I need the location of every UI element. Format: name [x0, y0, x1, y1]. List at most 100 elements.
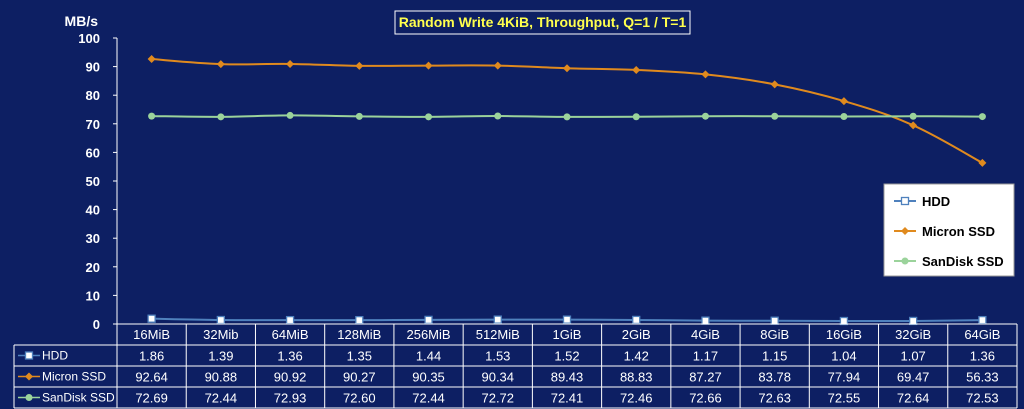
y-tick-label: 90: [86, 60, 100, 75]
x-category-label: 32Mib: [203, 327, 238, 342]
y-tick-label: 60: [86, 145, 100, 160]
legend-key-marker: [901, 257, 909, 265]
row-key-marker: [25, 394, 33, 401]
row-series-name: SanDisk SSD: [42, 391, 115, 405]
y-axis-ticks: 0 10 20 30 40 50 60 70 80 90 100: [78, 31, 117, 332]
table-cell-value: 72.55: [828, 391, 861, 406]
table-cell-value: 72.72: [481, 391, 514, 406]
table-cell-value: 1.86: [139, 349, 164, 364]
x-category-label: 4GiB: [691, 327, 720, 342]
data-point: [839, 316, 849, 326]
y-tick-label: 80: [86, 88, 100, 103]
data-point: [494, 112, 502, 120]
x-category-label: 32GiB: [895, 327, 931, 342]
table-cell-value: 69.47: [897, 370, 930, 385]
table-cell-value: 72.44: [205, 391, 238, 406]
x-category-label: 128MiB: [337, 327, 381, 342]
data-point: [771, 112, 779, 120]
table-cell-value: 1.53: [485, 349, 510, 364]
data-point: [770, 80, 779, 89]
data-point: [701, 70, 710, 79]
data-point: [425, 113, 433, 121]
table-cell-value: 72.93: [274, 391, 307, 406]
row-key-marker: [24, 351, 34, 360]
y-tick-label: 100: [78, 31, 100, 46]
data-point: [770, 316, 779, 325]
chart-title: Random Write 4KiB, Throughput, Q=1 / T=1: [394, 10, 691, 35]
data-point: [147, 55, 156, 64]
table-cell-value: 90.88: [205, 370, 238, 385]
title-text: Random Write 4KiB, Throughput, Q=1 / T=1: [399, 14, 687, 30]
table-cell-value: 72.53: [966, 391, 999, 406]
y-tick-label: 50: [86, 174, 100, 189]
row-series-name: Micron SSD: [42, 370, 106, 384]
y-tick-label: 10: [86, 288, 100, 303]
data-point: [493, 61, 502, 70]
data-point: [355, 112, 363, 120]
data-point: [216, 60, 225, 69]
data-point: [216, 315, 225, 325]
x-category-label: 16GiB: [826, 327, 862, 342]
table-cell-value: 1.04: [831, 349, 856, 364]
data-point: [909, 121, 918, 130]
data-point: [978, 113, 986, 121]
x-category-label: 1GiB: [553, 327, 582, 342]
table-cell-value: 88.83: [620, 370, 653, 385]
table-cell-value: 72.69: [135, 391, 168, 406]
row-series-name: HDD: [42, 349, 68, 363]
table-cell-value: 90.34: [481, 370, 514, 385]
table-cell-value: 1.52: [554, 349, 579, 364]
table-cell-value: 90.92: [274, 370, 307, 385]
data-table: 16MiB 32Mib 64MiB 128MiB 256MiB 512MiB 1GiB 2Gi…: [13, 323, 1018, 409]
data-point: [285, 315, 295, 325]
data-point: [424, 61, 433, 70]
row-key-marker: [25, 372, 33, 381]
table-cell-value: 89.43: [551, 370, 584, 385]
table-cell-value: 1.36: [277, 349, 302, 364]
data-point: [286, 59, 295, 68]
data-point: [217, 113, 225, 121]
data-point: [562, 315, 572, 324]
x-category-label: 2GiB: [622, 327, 651, 342]
legend: HDD Micron SSD SanDisk SSD: [883, 183, 1015, 277]
table-cell-value: 72.66: [689, 391, 722, 406]
data-point: [563, 113, 571, 121]
table-cell-value: 72.63: [758, 391, 791, 406]
table-cell-value: 72.41: [551, 391, 584, 406]
x-category-label: 256MiB: [406, 327, 450, 342]
y-tick-label: 40: [86, 203, 100, 218]
table-cell-value: 1.44: [416, 349, 441, 364]
data-point: [424, 315, 433, 325]
data-point: [632, 65, 641, 74]
table-cell-value: 1.42: [624, 349, 649, 364]
y-tick-label: 70: [86, 117, 100, 132]
table-cell-value: 72.60: [343, 391, 376, 406]
x-category-label: 8GiB: [760, 327, 789, 342]
data-point: [840, 113, 848, 121]
y-tick-label: 20: [86, 260, 100, 275]
table-cell-value: 1.36: [970, 349, 995, 364]
x-category-label: 64GiB: [964, 327, 1000, 342]
table-cell-value: 1.17: [693, 349, 718, 364]
data-point: [632, 113, 640, 121]
data-point: [909, 112, 917, 120]
table-cell-value: 83.78: [758, 370, 791, 385]
table-cell-value: 77.94: [828, 370, 861, 385]
data-point: [355, 315, 364, 325]
data-point: [632, 315, 641, 325]
table-cell-value: 92.64: [135, 370, 168, 385]
data-point: [978, 315, 987, 325]
data-point: [909, 316, 918, 326]
data-point: [701, 316, 710, 325]
table-cell-value: 56.33: [966, 370, 999, 385]
data-point: [839, 97, 848, 106]
title-box: [394, 10, 691, 35]
data-point: [286, 111, 294, 119]
legend-entry-label: Micron SSD: [922, 224, 995, 239]
table-cell-value: 72.46: [620, 391, 653, 406]
series-lines: [147, 55, 987, 326]
legend-key-marker: [900, 196, 910, 206]
y-axis-unit: MB/s: [65, 13, 99, 29]
